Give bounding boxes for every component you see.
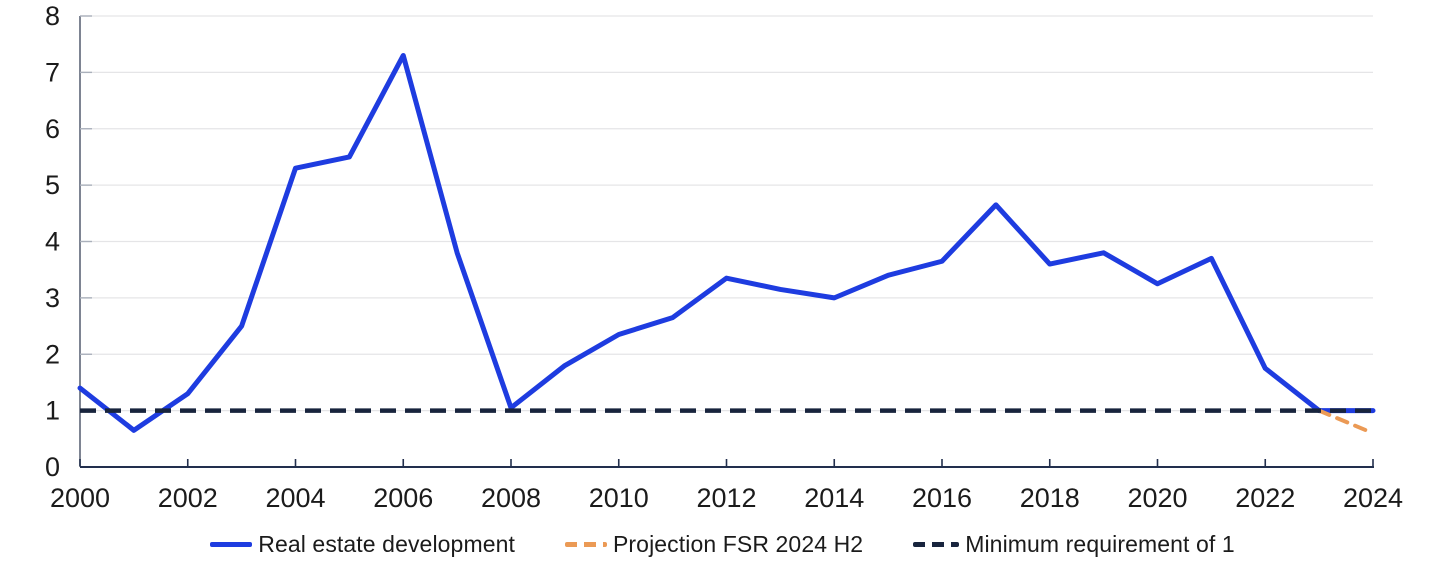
x-axis-tick-label: 2022 [1235,483,1295,513]
y-axis-tick-label: 5 [45,170,60,200]
legend-label-projection-fsr: Projection FSR 2024 H2 [612,530,864,557]
legend-item-real-estate-development: Real estate development [210,530,515,557]
legend-item-minimum-requirement: Minimum requirement of 1 [913,530,1235,557]
legend-swatch-minimum-requirement [913,541,960,547]
x-axis-tick-label: 2014 [804,483,864,513]
y-axis-tick-label: 6 [45,114,60,144]
x-axis-tick-label: 2002 [158,483,218,513]
x-axis-tick-label: 2000 [50,483,110,513]
series-line-1 [1317,408,1375,436]
y-axis-tick-label: 2 [45,339,60,369]
legend-label-real-estate-development: Real estate development [258,530,515,557]
y-axis-tick-label: 7 [45,57,60,87]
x-axis-tick-label: 2006 [373,483,433,513]
legend-item-projection-fsr: Projection FSR 2024 H2 [564,530,864,557]
chart-legend: Real estate development Projection FSR 2… [0,527,1445,561]
y-axis-tick-label: 1 [45,396,60,426]
x-axis-tick-label: 2010 [589,483,649,513]
x-axis-tick-label: 2018 [1020,483,1080,513]
y-axis-tick-label: 8 [45,1,60,31]
y-axis-tick-label: 4 [45,227,60,257]
legend-swatch-projection-fsr [564,541,607,547]
x-axis-tick-label: 2004 [265,483,325,513]
y-axis-tick-label: 3 [45,283,60,313]
x-axis-tick-label: 2008 [481,483,541,513]
y-axis-tick-label: 0 [45,452,60,482]
x-axis-tick-label: 2012 [696,483,756,513]
x-axis-tick-label: 2020 [1127,483,1187,513]
legend-swatch-real-estate-development [210,541,253,547]
x-axis-tick-label: 2016 [912,483,972,513]
x-axis-tick-label: 2024 [1343,483,1403,513]
legend-label-minimum-requirement: Minimum requirement of 1 [965,530,1235,557]
series-line-0 [77,52,1376,433]
